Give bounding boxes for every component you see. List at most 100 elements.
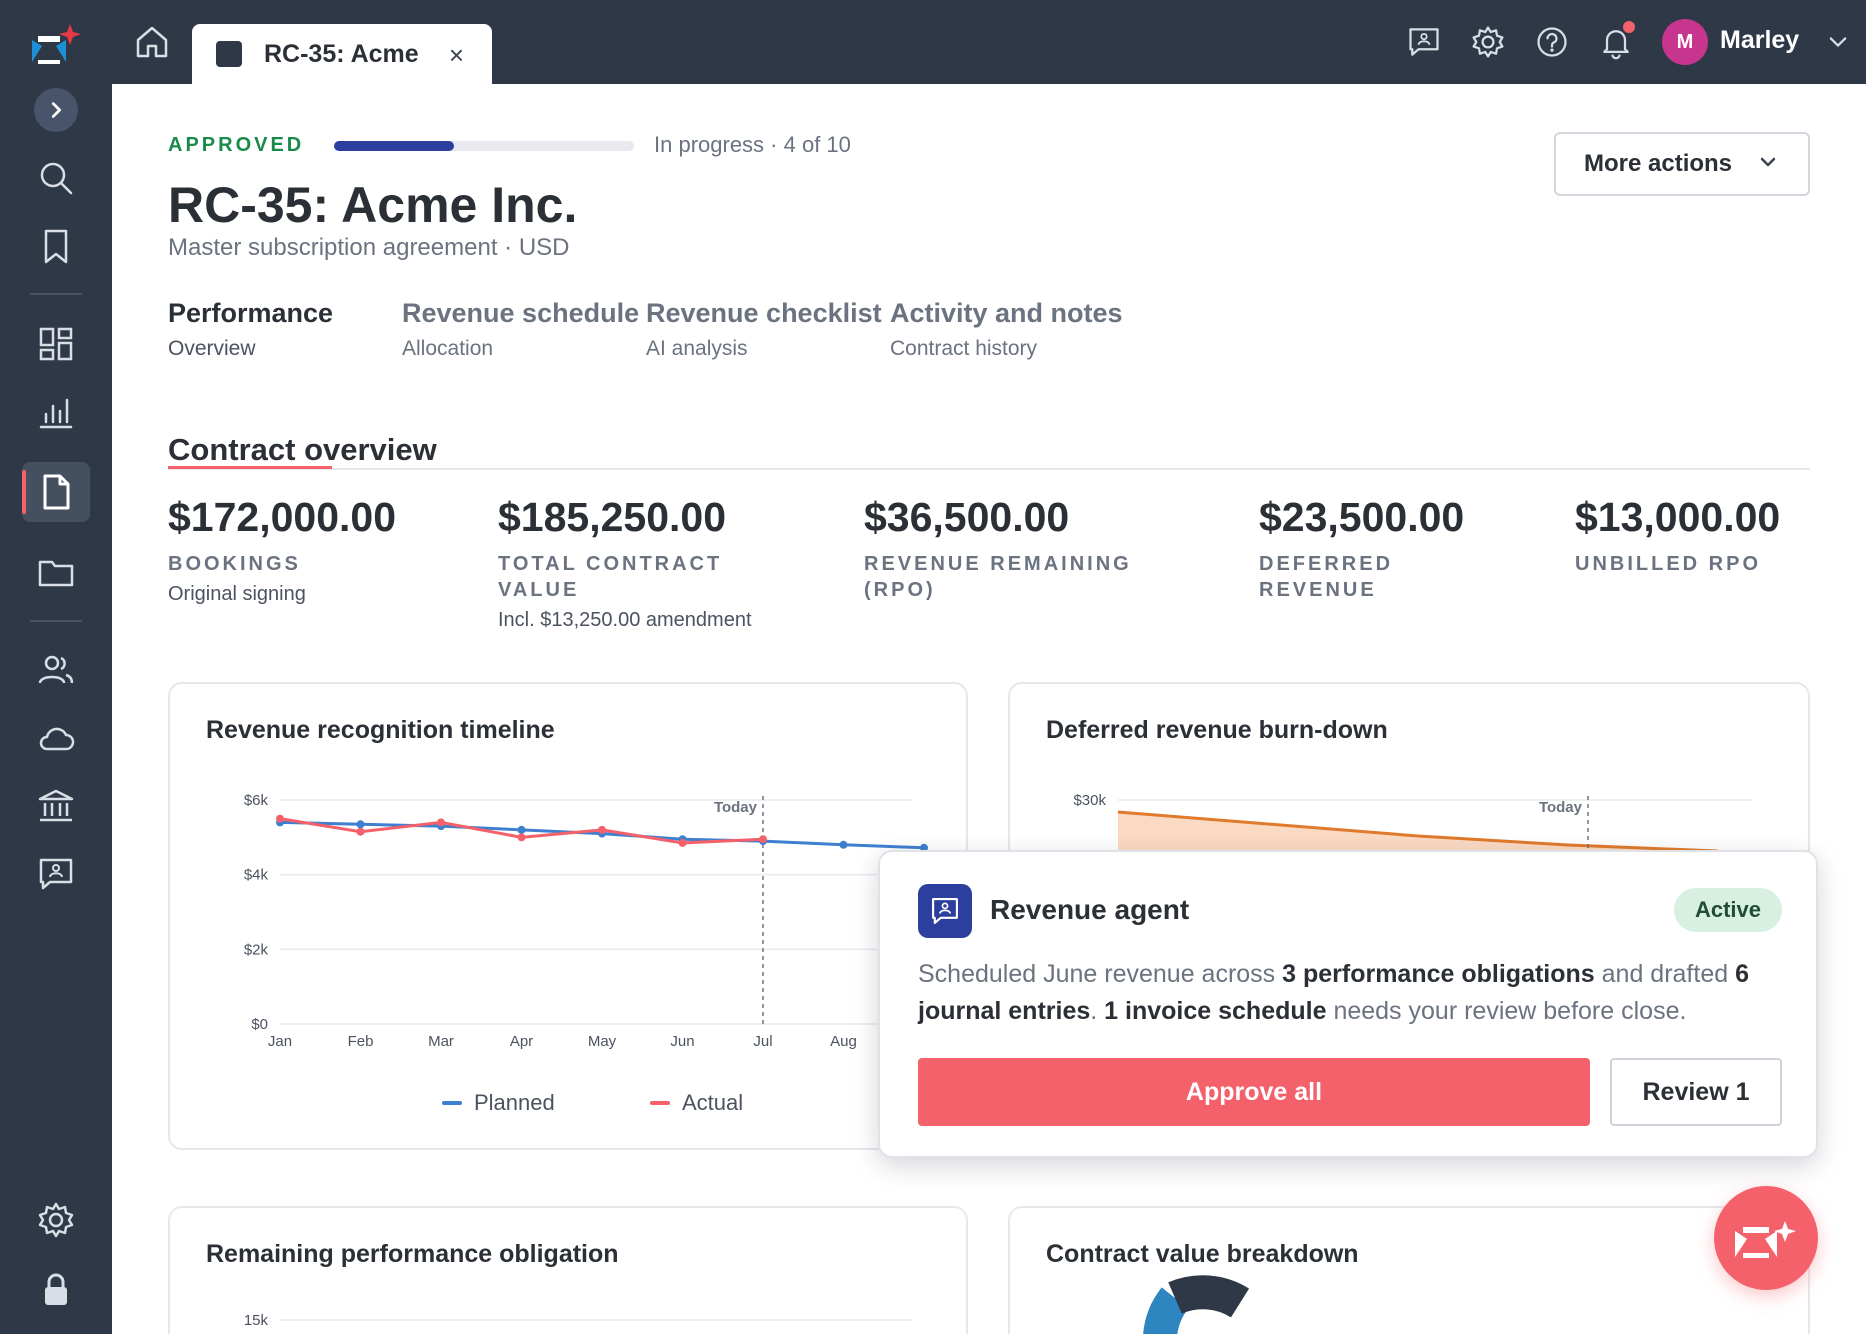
burndown-line xyxy=(1117,810,1719,853)
feedback-icon[interactable] xyxy=(1402,20,1446,64)
active-nav-indicator xyxy=(22,470,26,514)
revenue-agent-panel: Revenue agent Active Scheduled June reve… xyxy=(878,850,1818,1158)
card-title: Contract value breakdown xyxy=(1046,1240,1359,1268)
metric-total-contract-value: $185,250.00 TOTAL CONTRACT VALUE Incl. $… xyxy=(498,494,758,632)
msg-emphasis: 6 journal entries xyxy=(918,960,1749,1025)
user-name[interactable]: Marley xyxy=(1720,26,1800,54)
bank-icon[interactable] xyxy=(30,780,82,832)
page-subtitle: Master subscription agreement · USD xyxy=(168,234,570,261)
brand-logo-icon xyxy=(1735,1221,1796,1258)
active-nav-highlight xyxy=(22,462,90,522)
data-point-actual xyxy=(598,825,606,834)
agent-chat-icon xyxy=(918,884,972,938)
revenue-timeline-card: Revenue recognition timeline $0 $2k $4k $6k… xyxy=(168,682,968,1150)
search-icon[interactable] xyxy=(30,152,82,204)
metric-label: DEFERRED REVENUE xyxy=(1259,553,1394,601)
tabs-divider xyxy=(168,468,1810,470)
today-label: Today xyxy=(1539,799,1583,816)
tab-revenue-checklist[interactable]: Revenue checklist AI analysis xyxy=(646,298,882,361)
card-title: Deferred revenue burn-down xyxy=(1046,716,1388,744)
gear-icon[interactable] xyxy=(1466,20,1510,64)
support-chat-icon[interactable] xyxy=(30,848,82,900)
legend-label: Planned xyxy=(474,1090,555,1115)
page-title: RC-35: Acme Inc. xyxy=(168,177,578,233)
close-tab-icon[interactable]: × xyxy=(448,40,464,70)
bell-icon[interactable] xyxy=(1594,20,1638,64)
y-tick-label: $2k xyxy=(244,941,269,958)
lock-icon[interactable] xyxy=(30,1264,82,1316)
tab-performance[interactable]: Performance Overview xyxy=(168,298,333,469)
msg-text: . xyxy=(1090,997,1105,1025)
settings-icon[interactable] xyxy=(30,1194,82,1246)
bar-chart-icon[interactable] xyxy=(30,386,82,438)
document-icon[interactable] xyxy=(30,466,82,518)
metric-bookings: $172,000.00 BOOKINGS Original signing xyxy=(168,494,458,606)
status-badge: APPROVED xyxy=(168,134,305,156)
x-tick-label: Mar xyxy=(428,1033,454,1050)
top-bar: RC-35: Acme × M Marley xyxy=(112,0,1866,84)
today-label: Today xyxy=(714,799,758,816)
x-tick-label: Jan xyxy=(268,1033,292,1050)
notification-dot xyxy=(1623,21,1635,33)
approve-all-button[interactable]: Approve all xyxy=(918,1058,1590,1126)
data-point-actual xyxy=(276,814,284,823)
contract-breakdown-card: Contract value breakdown xyxy=(1008,1206,1810,1334)
agent-title: Revenue agent xyxy=(990,894,1190,925)
status-badge: Active xyxy=(1674,888,1782,932)
tab-revenue-schedule[interactable]: Revenue schedule Allocation xyxy=(402,298,639,361)
msg-emphasis: 3 performance obligations xyxy=(1282,960,1595,988)
x-tick-label: Feb xyxy=(348,1033,374,1050)
tab-document-icon xyxy=(216,41,242,67)
expand-icon[interactable] xyxy=(34,88,78,132)
tab-sublabel: Contract history xyxy=(890,337,1038,360)
left-nav-rail xyxy=(0,0,112,1334)
help-icon[interactable] xyxy=(1530,20,1574,64)
msg-text: Scheduled June revenue across xyxy=(918,960,1283,988)
avatar[interactable]: M xyxy=(1662,19,1708,65)
page-tabs: Performance Overview Revenue schedule Al… xyxy=(168,298,1810,470)
donut-slice xyxy=(1143,1287,1189,1334)
x-tick-label: Aug xyxy=(830,1033,857,1050)
tab-label: Revenue checklist xyxy=(646,298,882,328)
legend-swatch xyxy=(650,1101,670,1105)
chevron-down-icon[interactable] xyxy=(1816,20,1860,64)
msg-emphasis: 1 invoice schedule xyxy=(1104,997,1327,1025)
metric-label: TOTAL CONTRACT VALUE xyxy=(498,553,723,601)
metric-deferred-revenue: $23,500.00 DEFERRED REVENUE xyxy=(1259,494,1464,603)
review-button[interactable]: Review 1 xyxy=(1610,1058,1782,1126)
metric-note: Incl. $13,250.00 amendment xyxy=(498,609,752,631)
metric-value: $36,500.00 xyxy=(864,494,1070,540)
data-point-planned xyxy=(839,840,848,849)
dashboard-icon[interactable] xyxy=(30,318,82,370)
y-tick-label: $0 xyxy=(251,1016,268,1033)
card-title: Remaining performance obligation xyxy=(206,1240,619,1268)
nav-divider xyxy=(30,620,82,622)
rpo-chart: 15k xyxy=(244,1312,912,1329)
metric-label: BOOKINGS xyxy=(168,553,301,575)
nav-divider xyxy=(30,293,82,295)
section-title: Contract overview xyxy=(168,432,437,467)
brand-logo-icon[interactable] xyxy=(28,22,84,70)
metric-value: $185,250.00 xyxy=(498,494,727,540)
open-tab[interactable]: RC-35: Acme × xyxy=(192,24,492,84)
legend-label: Actual xyxy=(682,1090,744,1115)
metric-label: UNBILLED RPO xyxy=(1575,553,1761,575)
cloud-icon[interactable] xyxy=(30,712,82,764)
metric-note: Original signing xyxy=(168,583,306,605)
data-point-actual xyxy=(437,818,445,827)
tab-sublabel: Overview xyxy=(168,337,256,360)
metric-revenue-remaining: $36,500.00 REVENUE REMAINING (RPO) xyxy=(864,494,1154,603)
home-icon[interactable] xyxy=(132,22,172,62)
bookmark-icon[interactable] xyxy=(30,220,82,272)
folder-icon[interactable] xyxy=(30,546,82,598)
data-point-planned xyxy=(920,843,928,852)
legend-actual: Actual xyxy=(650,1090,743,1116)
legend-swatch xyxy=(442,1101,462,1105)
contract-breakdown-donut xyxy=(1143,1275,1250,1334)
ai-assistant-fab[interactable] xyxy=(1714,1186,1818,1290)
more-actions-button[interactable]: More actions xyxy=(1554,132,1810,196)
tab-activity-notes[interactable]: Activity and notes Contract history xyxy=(890,298,1123,361)
metric-label: REVENUE REMAINING (RPO) xyxy=(864,553,1132,601)
donut-slice xyxy=(1168,1275,1250,1318)
users-icon[interactable] xyxy=(30,644,82,696)
